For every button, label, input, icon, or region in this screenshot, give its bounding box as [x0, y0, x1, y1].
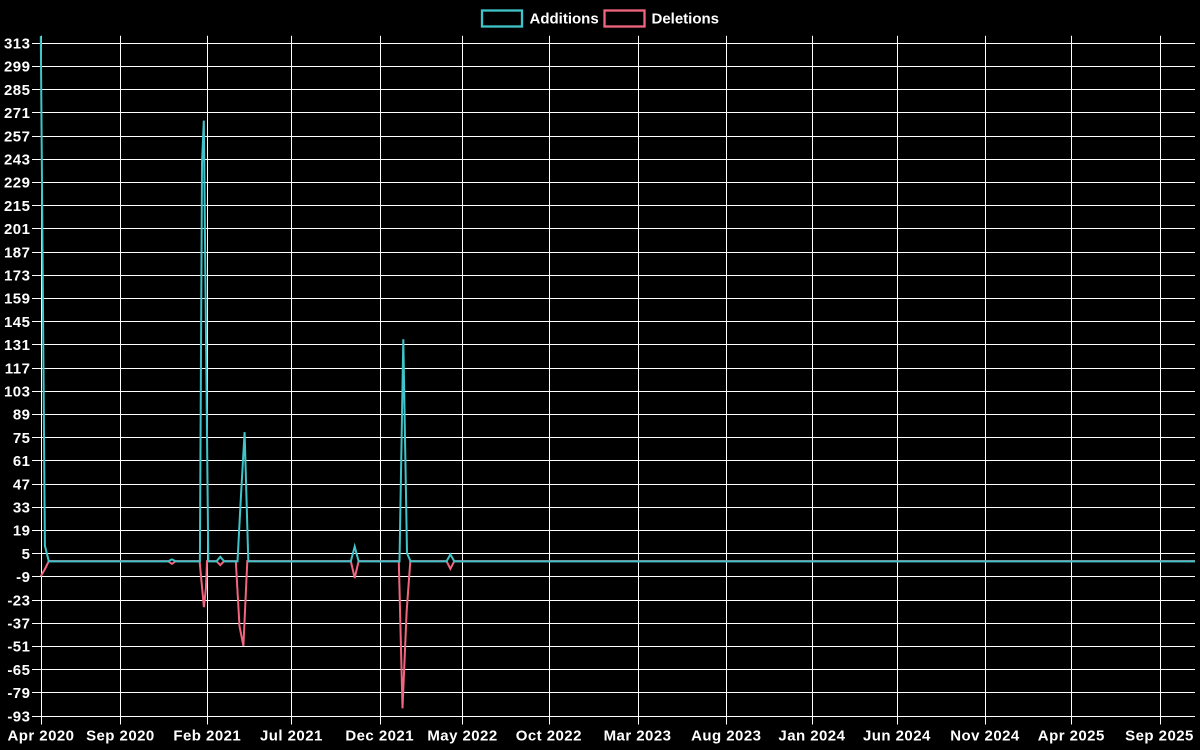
svg-text:-65: -65	[7, 662, 30, 679]
svg-text:Jan 2024: Jan 2024	[778, 727, 845, 744]
svg-text:313: 313	[4, 36, 31, 53]
svg-text:215: 215	[4, 198, 31, 215]
svg-text:173: 173	[4, 268, 31, 285]
svg-text:159: 159	[4, 291, 31, 308]
svg-text:Deletions: Deletions	[652, 11, 720, 28]
svg-text:-51: -51	[7, 639, 30, 656]
svg-text:Aug 2023: Aug 2023	[691, 727, 761, 744]
svg-text:Feb 2021: Feb 2021	[173, 727, 241, 744]
svg-text:75: 75	[13, 430, 31, 447]
svg-text:89: 89	[13, 407, 31, 424]
svg-text:-37: -37	[7, 616, 30, 633]
svg-text:Jul 2021: Jul 2021	[260, 727, 323, 744]
svg-text:131: 131	[4, 337, 31, 354]
svg-text:33: 33	[13, 500, 31, 517]
svg-text:5: 5	[22, 546, 31, 563]
svg-text:Mar 2023: Mar 2023	[604, 727, 672, 744]
svg-text:243: 243	[4, 152, 31, 169]
svg-text:-79: -79	[7, 685, 30, 702]
svg-text:285: 285	[4, 82, 31, 99]
svg-text:Apr 2020: Apr 2020	[8, 727, 75, 744]
svg-text:Sep 2020: Sep 2020	[86, 727, 155, 744]
svg-text:201: 201	[4, 221, 31, 238]
svg-text:-93: -93	[7, 708, 30, 725]
svg-text:117: 117	[5, 360, 31, 377]
svg-text:Apr 2025: Apr 2025	[1038, 727, 1105, 744]
svg-text:19: 19	[13, 523, 31, 540]
svg-text:103: 103	[4, 384, 31, 401]
svg-text:47: 47	[13, 476, 31, 493]
svg-text:271: 271	[4, 105, 31, 122]
svg-text:-9: -9	[16, 569, 30, 586]
svg-text:Oct 2022: Oct 2022	[516, 727, 582, 744]
svg-text:Jun 2024: Jun 2024	[863, 727, 931, 744]
svg-text:145: 145	[4, 314, 31, 331]
svg-text:61: 61	[13, 453, 31, 470]
svg-text:187: 187	[4, 244, 31, 261]
svg-text:299: 299	[4, 59, 31, 76]
svg-text:-23: -23	[7, 592, 30, 609]
svg-text:May 2022: May 2022	[427, 727, 497, 744]
svg-text:Nov 2024: Nov 2024	[950, 727, 1020, 744]
svg-text:229: 229	[4, 175, 31, 192]
svg-text:Sep 2025: Sep 2025	[1125, 727, 1194, 744]
svg-text:257: 257	[4, 128, 31, 145]
svg-text:Additions: Additions	[530, 11, 599, 28]
svg-text:Dec 2021: Dec 2021	[345, 727, 414, 744]
